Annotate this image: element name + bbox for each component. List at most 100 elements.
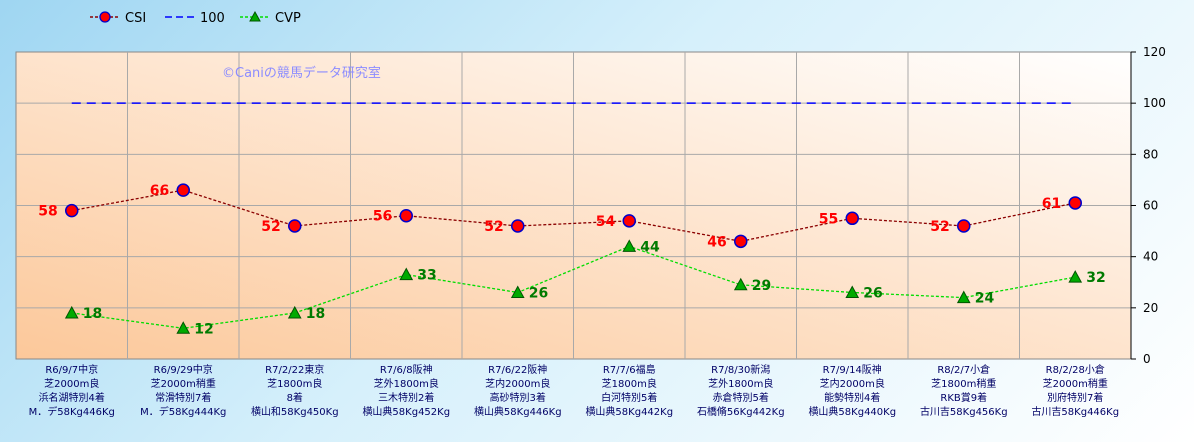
x-tick-label-line: 芝1800m良 (602, 377, 657, 390)
cvp-point (287, 305, 302, 319)
x-tick-label-line: M．デ58Kg444Kg (140, 405, 226, 418)
csi-point (511, 219, 525, 233)
x-tick-label-line: 常滑特別7着 (155, 391, 211, 404)
cvp-data-label: 24 (975, 291, 995, 307)
csi-point (957, 219, 971, 233)
x-tick-label-line: 芝内2000m良 (820, 377, 885, 390)
x-tick-label: R7/6/22阪神芝内2000m良高砂特別3着横山典58Kg446Kg (474, 363, 562, 418)
x-tick-label-line: RKB賞9着 (940, 391, 987, 404)
cvp-point (956, 290, 971, 304)
legend-label: CSI (125, 11, 146, 26)
x-tick-label-line: 芝2000m良 (44, 377, 99, 390)
legend-marker-csi (99, 11, 111, 23)
x-tick-label-line: 芝1800m稍重 (931, 377, 996, 390)
csi-point (845, 211, 859, 226)
x-tick-label: R8/2/28小倉芝2000m稍重別府特別7着古川吉58Kg446Kg (1031, 363, 1119, 418)
x-tick-label: R7/2/22東京芝1800m良 8着横山和58Kg450Kg (251, 363, 339, 418)
csi-data-label: 46 (707, 234, 726, 250)
csi-point (176, 183, 190, 197)
x-tick-label-line: R6/9/29中京 (154, 363, 213, 376)
csi-data-label: 54 (596, 214, 616, 230)
csi-data-label: 56 (373, 209, 392, 225)
csi-point (1068, 196, 1082, 210)
y-tick-label: 120 (1143, 45, 1166, 59)
x-tick-label-line: R7/2/22東京 (265, 363, 324, 376)
cvp-point (733, 277, 748, 291)
legend-label: CVP (275, 11, 301, 26)
x-tick-label-line: 能勢特別4着 (824, 391, 880, 404)
csi-point (622, 214, 636, 228)
cvp-data-label: 33 (417, 268, 436, 284)
x-tick-label: R7/7/6福島芝1800m良白河特別5着横山典58Kg442Kg (585, 363, 673, 418)
cvp-point (845, 285, 860, 298)
x-tick-label: R6/9/29中京芝2000m稍重常滑特別7着 M．デ58Kg444Kg (140, 363, 226, 418)
x-tick-label-line: R7/8/30新潟 (711, 363, 770, 376)
x-tick-label-line: 古川吉58Kg446Kg (1031, 405, 1119, 418)
y-tick-label: 80 (1143, 147, 1158, 161)
legend-label: 100 (200, 11, 225, 26)
legend-marker-cvp (249, 10, 261, 22)
cvp-data-label: 32 (1086, 270, 1105, 286)
watermark: ©Caniの競馬データ研究室 (222, 65, 381, 81)
x-tick-label-line: 三木特別2着 (378, 391, 434, 404)
csi-data-label: 61 (1042, 196, 1061, 212)
x-tick-label-line: M．デ58Kg446Kg (29, 405, 115, 418)
x-tick-label-line: 浜名湖特別4着 (39, 391, 105, 404)
x-tick-label: R6/9/7中京芝2000m良浜名湖特別4着 M．デ58Kg446Kg (29, 363, 115, 418)
csi-data-label: 52 (261, 219, 280, 235)
y-tick-label: 20 (1143, 301, 1158, 315)
x-tick-label-line: 白河特別5着 (601, 391, 657, 404)
y-tick-label: 100 (1143, 96, 1166, 110)
x-tick-label: R7/9/14阪神芝内2000m良能勢特別4着横山典58Kg440Kg (808, 363, 896, 418)
csi-data-label: 52 (484, 219, 503, 235)
x-tick-label-line: 横山和58Kg450Kg (251, 405, 339, 418)
x-tick-label-line: R7/6/22阪神 (488, 363, 547, 376)
x-tick-label-line: 8着 (287, 391, 303, 404)
x-tick-label-line: 芝2000m稍重 (1043, 377, 1108, 390)
cvp-data-label: 18 (83, 306, 102, 322)
cvp-point (510, 285, 525, 298)
x-tick-label-line: R7/6/8阪神 (380, 363, 433, 376)
x-tick-label-line: 芝内2000m良 (485, 377, 550, 390)
cvp-point (622, 239, 637, 252)
cvp-data-label: 26 (863, 285, 882, 301)
x-tick-label-line: 横山典58Kg440Kg (808, 405, 896, 418)
csi-data-label: 52 (930, 219, 949, 235)
x-tick-label-line: 高砂特別3着 (490, 391, 546, 404)
csi-data-label: 58 (38, 204, 57, 220)
x-tick-label-line: R8/2/28小倉 (1046, 363, 1105, 376)
x-tick-label-line: 石橋脩56Kg442Kg (697, 405, 785, 418)
x-tick-label-line: 芝外1800m良 (374, 377, 439, 390)
x-tick-label-line: R7/7/6福島 (603, 363, 656, 376)
csi-point (288, 219, 302, 233)
x-tick-label: R8/2/7小倉芝1800m稍重 RKB賞9着古川吉58Kg456Kg (920, 363, 1008, 418)
cvp-point (1068, 270, 1083, 283)
cvp-data-label: 26 (529, 285, 548, 301)
x-tick-label: R7/6/8阪神芝外1800m良三木特別2着横山典58Kg452Kg (362, 363, 450, 418)
x-tick-label: R7/8/30新潟芝外1800m良赤倉特別5着石橋脩56Kg442Kg (697, 363, 785, 418)
x-tick-label-line: 芝2000m稍重 (151, 377, 216, 390)
x-tick-label-line: 芝外1800m良 (708, 377, 773, 390)
y-tick-label: 60 (1143, 199, 1158, 213)
cvp-point (64, 305, 79, 319)
cvp-data-label: 44 (640, 239, 660, 255)
cvp-data-label: 12 (194, 321, 213, 337)
cvp-point (399, 267, 414, 281)
x-tick-label-line: 芝1800m良 (267, 377, 322, 390)
cvp-data-label: 29 (752, 278, 771, 294)
csi-point (734, 234, 748, 249)
x-tick-label-line: R8/2/7小倉 (937, 363, 990, 376)
x-tick-label-line: R6/9/7中京 (45, 363, 98, 376)
y-tick-label: 40 (1143, 250, 1158, 264)
csi-data-label: 55 (819, 211, 838, 227)
x-tick-label-line: R7/9/14阪神 (823, 363, 882, 376)
x-tick-label-line: 赤倉特別5着 (713, 391, 769, 404)
csi-point (65, 203, 79, 218)
series-line-cvp (71, 245, 1076, 329)
x-tick-label-line: 横山典58Kg452Kg (362, 405, 450, 418)
x-tick-label-line: 古川吉58Kg456Kg (920, 405, 1008, 418)
csi-point (399, 208, 413, 223)
csi-data-label: 66 (150, 183, 169, 199)
